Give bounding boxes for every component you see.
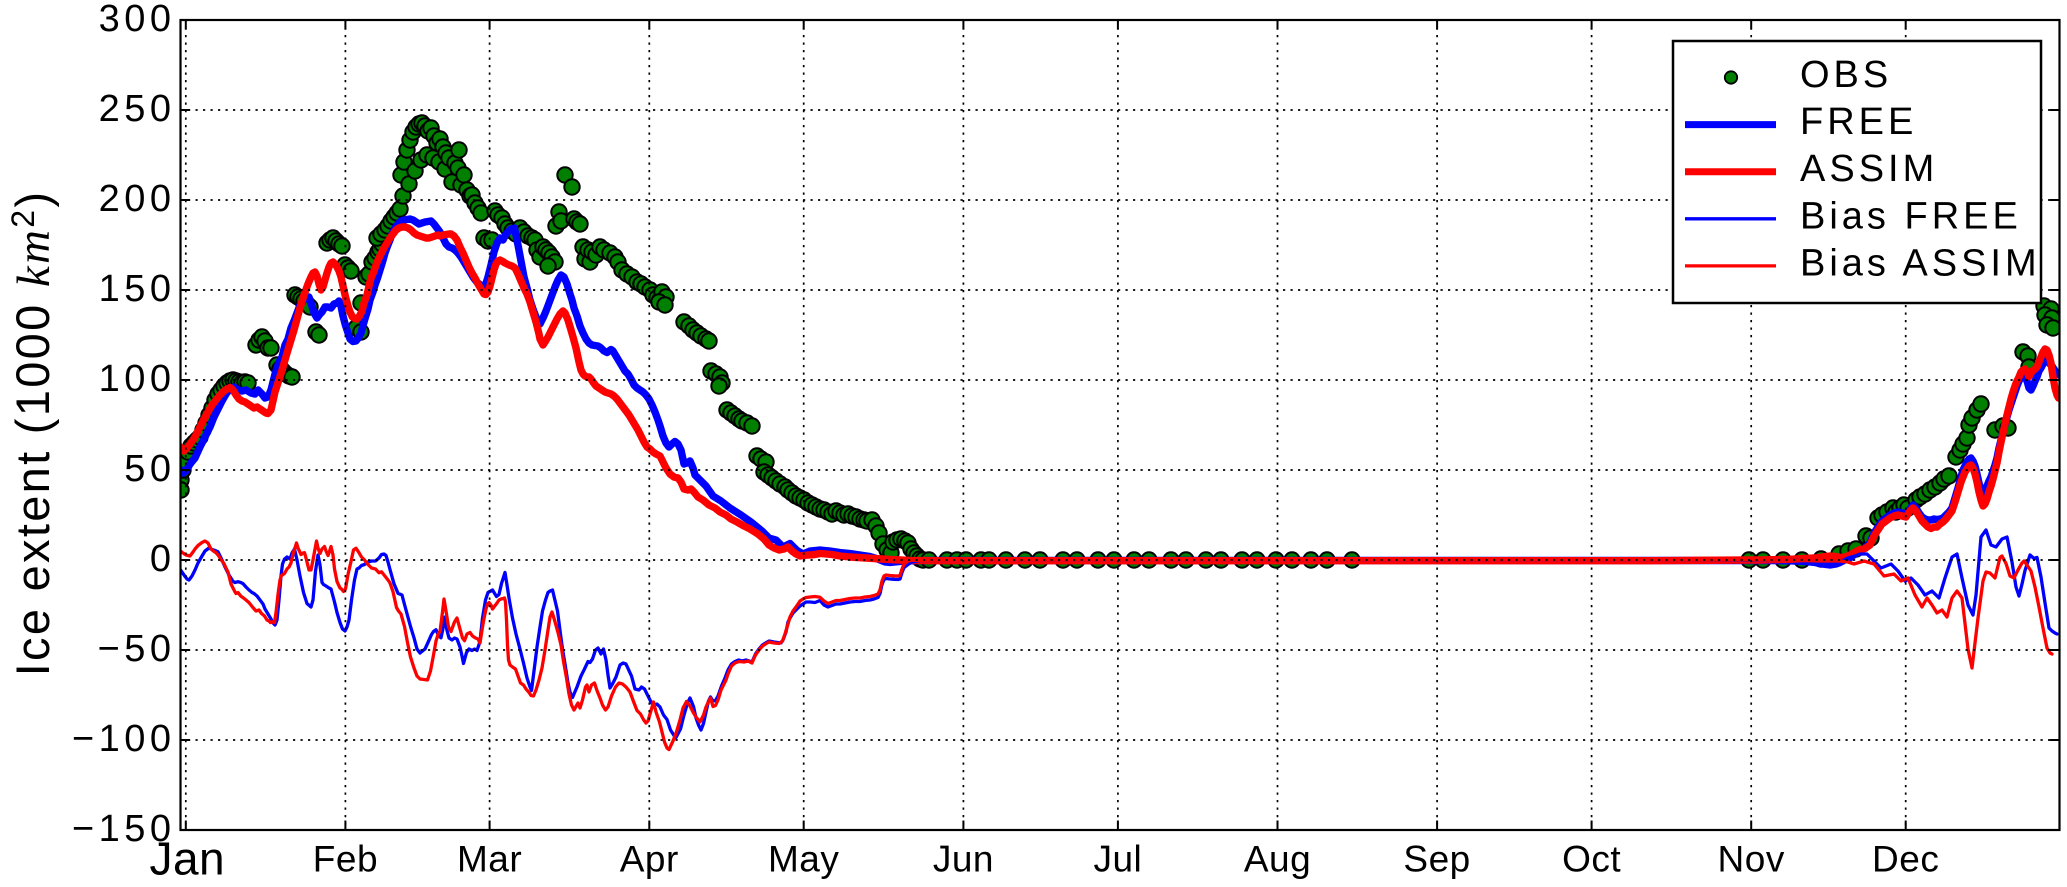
svg-text:100: 100 [99,358,176,400]
svg-text:Jun: Jun [933,839,994,880]
svg-text:Dec: Dec [1872,839,1939,880]
svg-text:Apr: Apr [620,839,679,880]
svg-text:May: May [768,839,839,880]
svg-text:Aug: Aug [1244,839,1311,880]
svg-text:Sep: Sep [1403,839,1470,880]
svg-text:ASSIM: ASSIM [1800,148,1938,190]
svg-text:250: 250 [99,88,176,130]
svg-text:−150: −150 [72,808,176,850]
svg-text:200: 200 [99,178,176,220]
svg-text:Jul: Jul [1093,839,1142,880]
svg-text:FREE: FREE [1800,101,1917,143]
svg-text:OBS: OBS [1800,54,1892,96]
svg-text:Ice extent (1000 km2): Ice extent (1000 km2) [5,190,60,677]
svg-text:Oct: Oct [1562,839,1621,880]
svg-text:150: 150 [99,268,176,310]
svg-text:−50: −50 [98,628,176,670]
svg-text:Feb: Feb [313,839,378,880]
svg-text:Mar: Mar [457,839,522,880]
svg-text:Bias FREE: Bias FREE [1800,195,2022,237]
svg-text:Bias ASSIM: Bias ASSIM [1800,242,2041,284]
svg-text:50: 50 [124,448,175,490]
svg-text:Jan: Jan [149,833,225,883]
svg-text:300: 300 [99,0,176,40]
svg-text:0: 0 [150,538,176,580]
svg-text:Nov: Nov [1718,839,1785,880]
svg-text:−100: −100 [72,718,176,760]
